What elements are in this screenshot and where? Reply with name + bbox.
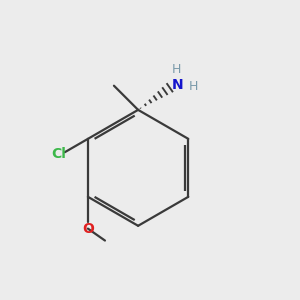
Text: H: H <box>172 64 181 76</box>
Text: N: N <box>172 78 183 92</box>
Text: O: O <box>82 222 94 236</box>
Text: Cl: Cl <box>51 147 66 161</box>
Text: H: H <box>188 80 198 93</box>
